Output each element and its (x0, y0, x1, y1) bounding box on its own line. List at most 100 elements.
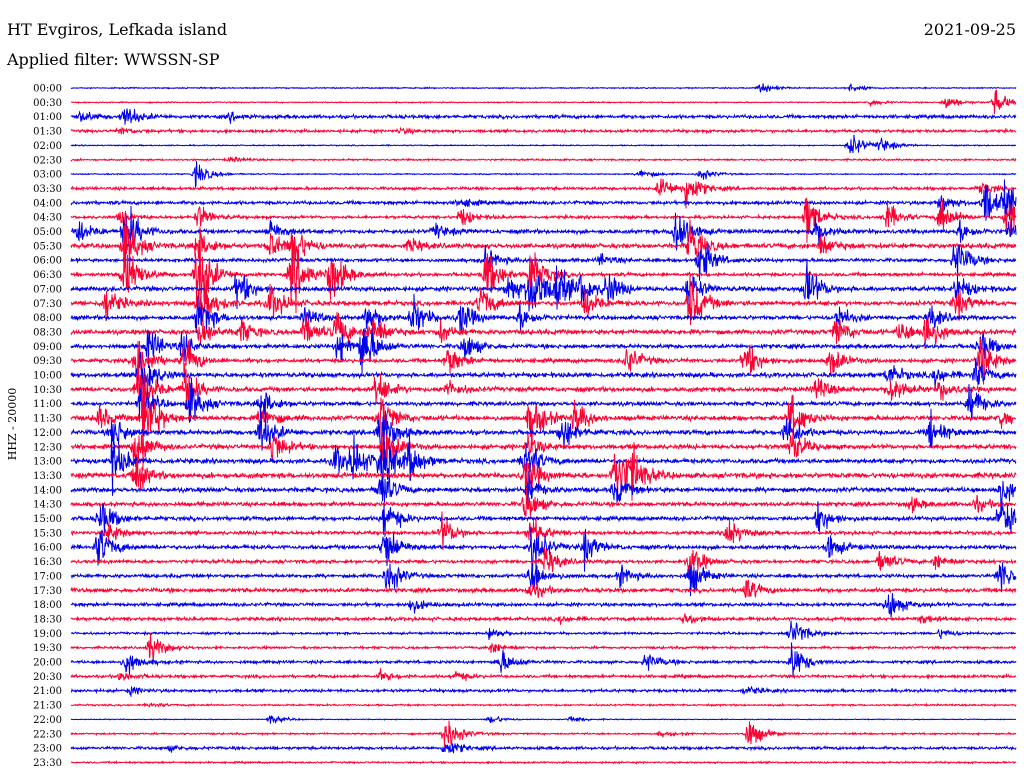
time-label-0600: 06:00 (33, 256, 62, 267)
trace-0700 (70, 258, 1017, 312)
time-label-1600: 16:00 (33, 543, 62, 554)
trace-1030 (70, 340, 1017, 411)
trace-1530 (70, 511, 1017, 551)
time-label-1300: 13:00 (33, 457, 62, 468)
time-label-0800: 08:00 (33, 313, 62, 324)
trace-0930 (70, 337, 1017, 388)
time-label-1730: 17:30 (33, 586, 62, 597)
time-label-0230: 02:30 (33, 155, 62, 166)
trace-0400 (70, 179, 1017, 221)
trace-0300 (70, 161, 1017, 188)
time-label-0900: 09:00 (33, 342, 62, 353)
time-label-0700: 07:00 (33, 284, 62, 295)
trace-1430 (70, 487, 1017, 517)
trace-1730 (70, 579, 1017, 599)
time-labels: 00:00 00:30 01:00 01:30 02:00 02:30 03:00 03:30… (33, 84, 62, 769)
time-label-0530: 05:30 (33, 241, 62, 252)
trace-2030 (70, 668, 1017, 682)
time-label-2300: 23:00 (33, 744, 62, 755)
trace-1400 (70, 470, 1017, 511)
time-label-1200: 12:00 (33, 428, 62, 439)
time-label-0830: 08:30 (33, 327, 62, 338)
trace-1830 (70, 613, 1017, 625)
time-label-0100: 01:00 (33, 112, 62, 123)
time-label-2100: 21:00 (33, 686, 62, 697)
time-label-1800: 18:00 (33, 600, 62, 611)
trace-0130 (70, 126, 1017, 136)
trace-0600 (70, 243, 1017, 281)
time-label-1700: 17:00 (33, 571, 62, 582)
trace-0230 (70, 156, 1017, 163)
trace-1500 (70, 500, 1017, 537)
seismogram-traces (70, 83, 1017, 765)
time-label-1400: 14:00 (33, 485, 62, 496)
trace-2100 (70, 686, 1017, 697)
time-label-2330: 23:30 (33, 758, 62, 769)
time-label-0330: 03:30 (33, 184, 62, 195)
trace-0830 (70, 312, 1017, 349)
time-label-0200: 02:00 (33, 141, 62, 152)
trace-0200 (70, 134, 1017, 154)
trace-0100 (70, 108, 1017, 125)
time-label-1830: 18:30 (33, 614, 62, 625)
time-label-0130: 01:30 (33, 127, 62, 138)
time-label-1430: 14:30 (33, 500, 62, 511)
time-label-1900: 19:00 (33, 629, 62, 640)
trace-2130 (70, 702, 1017, 708)
station-title: HT Evgiros, Lefkada island (7, 20, 228, 39)
time-label-1930: 19:30 (33, 643, 62, 654)
trace-1800 (70, 592, 1017, 618)
trace-2200 (70, 715, 1017, 724)
trace-1100 (70, 377, 1017, 423)
trace-0730 (70, 271, 1017, 327)
time-label-1530: 15:30 (33, 528, 62, 539)
time-label-1230: 12:30 (33, 442, 62, 453)
time-label-1500: 15:00 (33, 514, 62, 525)
time-label-1330: 13:30 (33, 471, 62, 482)
trace-2000 (70, 642, 1017, 676)
trace-1230 (70, 429, 1017, 473)
trace-2330 (70, 759, 1017, 765)
trace-0500 (70, 206, 1017, 251)
time-label-0930: 09:30 (33, 356, 62, 367)
time-label-1030: 10:30 (33, 385, 62, 396)
trace-1000 (70, 351, 1017, 401)
time-label-0030: 00:30 (33, 98, 62, 109)
time-label-0500: 05:00 (33, 227, 62, 238)
time-label-0630: 06:30 (33, 270, 62, 281)
time-label-0430: 04:30 (33, 213, 62, 224)
time-label-0400: 04:00 (33, 198, 62, 209)
time-label-0300: 03:00 (33, 170, 62, 181)
trace-0330 (70, 178, 1017, 209)
time-label-2000: 20:00 (33, 658, 62, 669)
trace-0800 (70, 293, 1017, 334)
trace-1630 (70, 547, 1017, 575)
y-axis-label: HHZ - 20000 (6, 388, 19, 461)
trace-2230 (70, 720, 1016, 747)
trace-1130 (70, 378, 1017, 471)
trace-1600 (70, 526, 1017, 575)
time-label-0000: 00:00 (33, 84, 62, 95)
trace-0900 (70, 328, 1017, 375)
time-label-1000: 10:00 (33, 371, 62, 382)
date-label: 2021-09-25 (923, 20, 1016, 39)
time-label-0730: 07:30 (33, 299, 62, 310)
trace-2300 (70, 742, 1017, 754)
time-label-2200: 22:00 (33, 715, 62, 726)
trace-0430 (70, 197, 1017, 243)
time-label-1100: 11:00 (33, 399, 62, 410)
trace-1300 (70, 419, 1017, 496)
trace-1700 (70, 562, 1017, 597)
trace-0630 (70, 226, 1017, 314)
trace-0000 (70, 83, 1017, 93)
trace-1330 (70, 442, 1017, 501)
time-label-2130: 21:30 (33, 701, 62, 712)
trace-1900 (70, 620, 1017, 641)
time-label-2030: 20:30 (33, 672, 62, 683)
trace-1200 (70, 408, 1017, 459)
trace-1930 (70, 632, 1017, 661)
time-label-1630: 16:30 (33, 557, 62, 568)
trace-0530 (70, 213, 1017, 269)
filter-label: Applied filter: WWSSN-SP (7, 50, 220, 69)
